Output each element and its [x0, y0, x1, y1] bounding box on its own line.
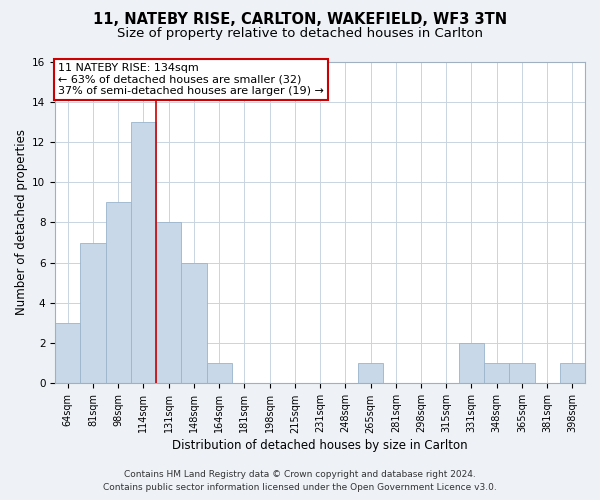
Bar	[206, 364, 232, 384]
Text: 11 NATEBY RISE: 134sqm
← 63% of detached houses are smaller (32)
37% of semi-det: 11 NATEBY RISE: 134sqm ← 63% of detached…	[58, 63, 323, 96]
Bar	[181, 262, 206, 384]
Bar	[55, 323, 80, 384]
Text: Size of property relative to detached houses in Carlton: Size of property relative to detached ho…	[117, 28, 483, 40]
Bar	[484, 364, 509, 384]
Text: 11, NATEBY RISE, CARLTON, WAKEFIELD, WF3 3TN: 11, NATEBY RISE, CARLTON, WAKEFIELD, WF3…	[93, 12, 507, 28]
Bar	[106, 202, 131, 384]
Bar	[459, 343, 484, 384]
Y-axis label: Number of detached properties: Number of detached properties	[15, 130, 28, 316]
Bar	[509, 364, 535, 384]
Text: Contains HM Land Registry data © Crown copyright and database right 2024.
Contai: Contains HM Land Registry data © Crown c…	[103, 470, 497, 492]
Bar	[80, 242, 106, 384]
Bar	[358, 364, 383, 384]
Bar	[131, 122, 156, 384]
Bar	[560, 364, 585, 384]
X-axis label: Distribution of detached houses by size in Carlton: Distribution of detached houses by size …	[172, 440, 468, 452]
Bar	[156, 222, 181, 384]
